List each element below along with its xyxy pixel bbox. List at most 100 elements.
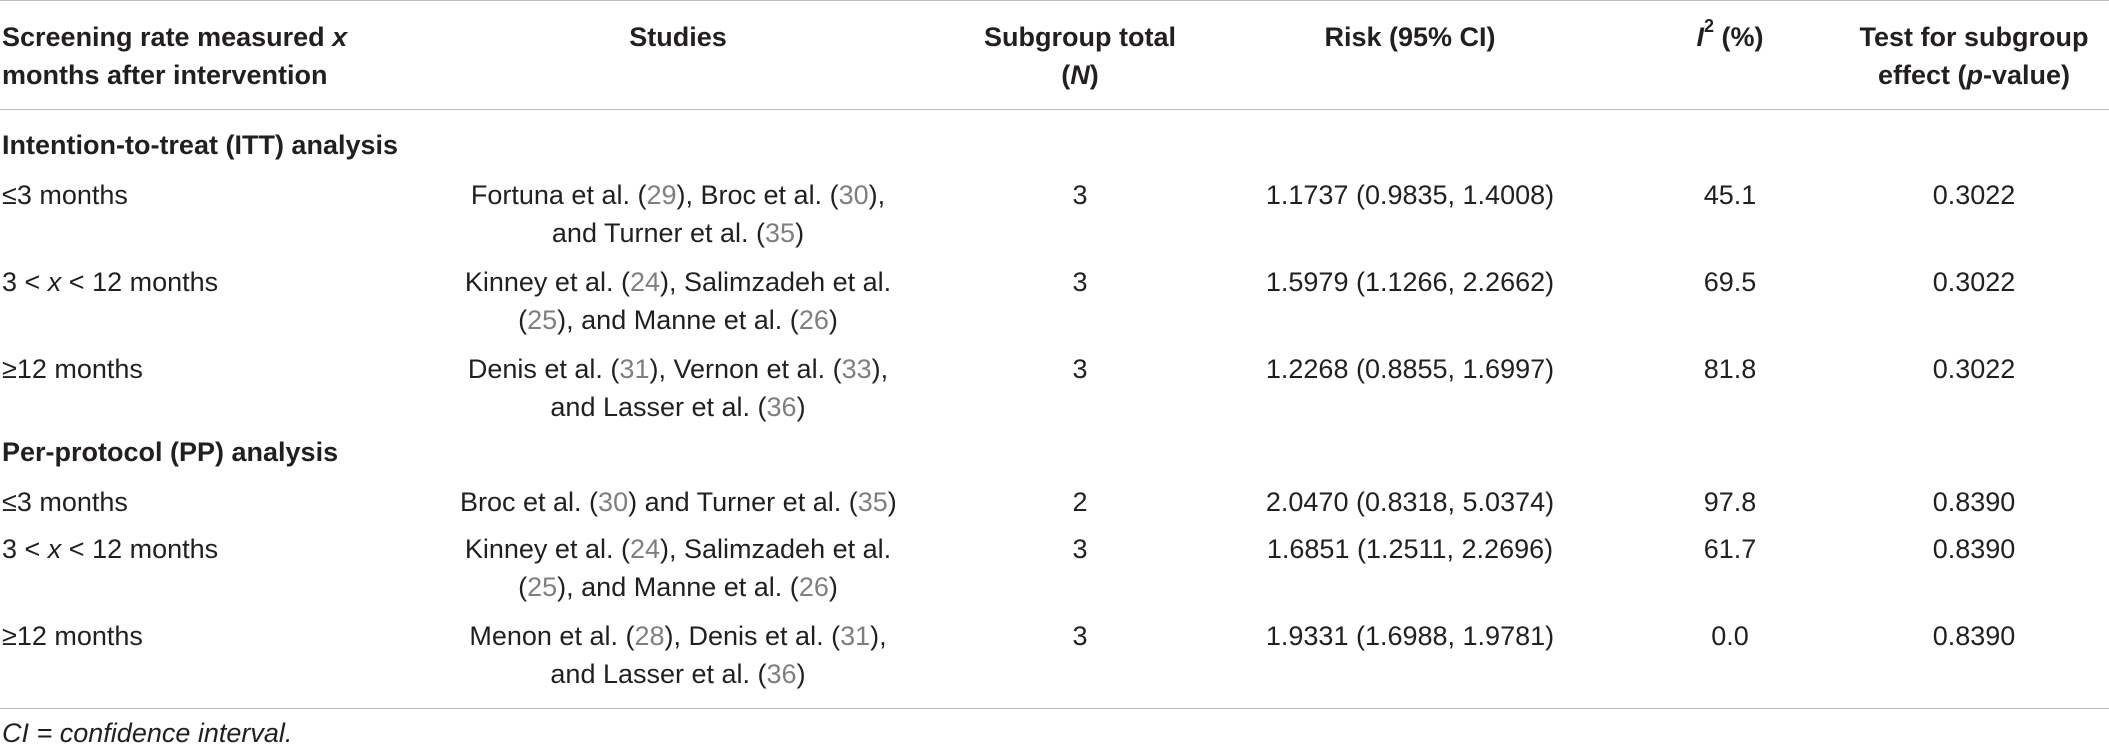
citation-number: 24 bbox=[629, 267, 661, 297]
header-i-squared: I2 (%) bbox=[1630, 16, 1830, 56]
header-text: months after intervention bbox=[2, 60, 328, 90]
citation-number: 31 bbox=[840, 621, 871, 651]
study-text: and Lasser et al. ( bbox=[550, 659, 767, 689]
cell-subgroup-total: 3 bbox=[1072, 354, 1088, 384]
header-rule bbox=[0, 109, 2109, 110]
header-risk: Risk (95% CI) bbox=[1324, 22, 1496, 52]
cell-p-value: 0.3022 bbox=[1932, 354, 2016, 384]
citation-number: 29 bbox=[646, 180, 677, 210]
cell-risk: 2.0470 (0.8318, 5.0374) bbox=[1265, 487, 1555, 517]
cell-subgroup-total: 3 bbox=[1072, 180, 1088, 210]
citation-number: 33 bbox=[841, 354, 872, 384]
study-text: ) bbox=[795, 218, 805, 248]
cell-p-value: 0.8390 bbox=[1932, 487, 2016, 517]
header-text: Subgroup total bbox=[984, 22, 1176, 52]
header-superscript: 2 bbox=[1704, 16, 1715, 36]
study-text: ), Vernon et al. ( bbox=[649, 354, 842, 384]
study-text: ), and Manne et al. ( bbox=[557, 305, 799, 335]
cell-studies: Kinney et al. (24), Salimzadeh et al. (25… bbox=[460, 263, 896, 339]
study-text: ) bbox=[828, 305, 838, 335]
header-p-variable: p bbox=[1966, 60, 1983, 90]
period-text: < 12 months bbox=[61, 534, 219, 564]
cell-subgroup-total: 3 bbox=[1072, 267, 1088, 297]
citation-number: 30 bbox=[838, 180, 869, 210]
citation-number: 35 bbox=[857, 487, 888, 517]
study-text: ) bbox=[796, 392, 806, 422]
cell-subgroup-total: 3 bbox=[1072, 534, 1088, 564]
study-text: Menon et al. ( bbox=[469, 621, 635, 651]
study-text: ), Denis et al. ( bbox=[664, 621, 841, 651]
cell-i-squared: 97.8 bbox=[1703, 487, 1757, 517]
header-subgroup-total: Subgroup total (N) bbox=[984, 22, 1176, 90]
citation-number: 28 bbox=[634, 621, 665, 651]
cell-i-squared: 0.0 bbox=[1711, 621, 1749, 651]
cell-p-value: 0.8390 bbox=[1932, 534, 2016, 564]
header-text: (%) bbox=[1714, 22, 1764, 52]
study-text: ), bbox=[868, 180, 886, 210]
cell-risk: 1.6851 (1.2511, 2.2696) bbox=[1266, 534, 1554, 564]
cell-subgroup-total: 3 bbox=[1072, 621, 1088, 651]
study-text: ( bbox=[518, 305, 528, 335]
cell-p-value: 0.8390 bbox=[1932, 621, 2016, 651]
header-screening-rate: Screening rate measured x months after i… bbox=[2, 18, 422, 94]
study-text: ), bbox=[870, 621, 887, 651]
study-text: Kinney et al. ( bbox=[464, 534, 630, 564]
study-text: ( bbox=[518, 572, 528, 602]
study-text: Fortuna et al. ( bbox=[470, 180, 647, 210]
study-text: ), Broc et al. ( bbox=[676, 180, 839, 210]
cell-period: ≥12 months bbox=[2, 621, 143, 651]
header-subgroup-test: Test for subgroup effect (p-value) bbox=[1840, 18, 2108, 94]
cell-studies: Denis et al. (31), Vernon et al. (33), an… bbox=[460, 350, 896, 426]
study-text: Denis et al. ( bbox=[467, 354, 620, 384]
cell-period: 3 < x < 12 months bbox=[2, 263, 218, 301]
citation-number: 26 bbox=[798, 305, 829, 335]
study-text: ), bbox=[871, 354, 889, 384]
cell-risk: 1.5979 (1.1266, 2.2662) bbox=[1265, 267, 1555, 297]
study-text: and Lasser et al. ( bbox=[550, 392, 767, 422]
header-text: effect ( bbox=[1877, 60, 1967, 90]
citation-number: 31 bbox=[619, 354, 650, 384]
citation-number: 25 bbox=[527, 572, 558, 602]
cell-i-squared: 61.7 bbox=[1703, 534, 1757, 564]
cell-studies: Fortuna et al. (29), Broc et al. (30), an… bbox=[460, 176, 896, 252]
header-x-variable: x bbox=[332, 22, 348, 52]
citation-number: 36 bbox=[766, 659, 797, 689]
cell-risk: 1.9331 (1.6988, 1.9781) bbox=[1265, 621, 1555, 651]
study-text: ) bbox=[796, 659, 806, 689]
header-i-variable: I bbox=[1696, 22, 1704, 52]
study-text: Broc et al. ( bbox=[460, 487, 599, 517]
cell-period: ≥12 months bbox=[2, 354, 143, 384]
citation-number: 26 bbox=[798, 572, 829, 602]
section-title: Intention-to-treat (ITT) analysis bbox=[2, 130, 399, 160]
period-x-variable: x bbox=[47, 534, 62, 564]
cell-i-squared: 69.5 bbox=[1703, 267, 1757, 297]
citation-number: 36 bbox=[766, 392, 797, 422]
study-text: ) bbox=[828, 572, 838, 602]
cell-risk: 1.2268 (0.8855, 1.6997) bbox=[1265, 354, 1555, 384]
cell-period: ≤3 months bbox=[2, 180, 128, 210]
top-rule bbox=[0, 0, 2109, 1]
header-studies: Studies bbox=[629, 22, 727, 52]
study-text: ), Salimzadeh et al. bbox=[660, 267, 892, 297]
cell-studies: Kinney et al. (24), Salimzadeh et al. (25… bbox=[460, 530, 896, 606]
period-text: < 12 months bbox=[61, 267, 219, 297]
study-text: ), and Manne et al. ( bbox=[557, 572, 799, 602]
header-n-variable: N bbox=[1070, 60, 1090, 90]
cell-i-squared: 45.1 bbox=[1703, 180, 1757, 210]
citation-number: 35 bbox=[765, 218, 796, 248]
table-footnote: CI = confidence interval. bbox=[2, 718, 292, 748]
study-text: ), Salimzadeh et al. bbox=[660, 534, 892, 564]
citation-number: 24 bbox=[629, 534, 661, 564]
period-text: 3 < bbox=[2, 267, 48, 297]
study-text: and Turner et al. ( bbox=[551, 218, 766, 248]
cell-p-value: 0.3022 bbox=[1932, 180, 2016, 210]
study-text: Kinney et al. ( bbox=[464, 267, 630, 297]
citation-number: 30 bbox=[598, 487, 629, 517]
cell-studies: Broc et al. (30) and Turner et al. (35) bbox=[460, 483, 897, 521]
cell-i-squared: 81.8 bbox=[1703, 354, 1757, 384]
header-text: -value) bbox=[1982, 60, 2071, 90]
header-text: Test for subgroup bbox=[1859, 22, 2089, 52]
bottom-rule bbox=[0, 708, 2109, 709]
cell-risk: 1.1737 (0.9835, 1.4008) bbox=[1265, 180, 1555, 210]
study-text: ) and Turner et al. ( bbox=[628, 487, 858, 517]
